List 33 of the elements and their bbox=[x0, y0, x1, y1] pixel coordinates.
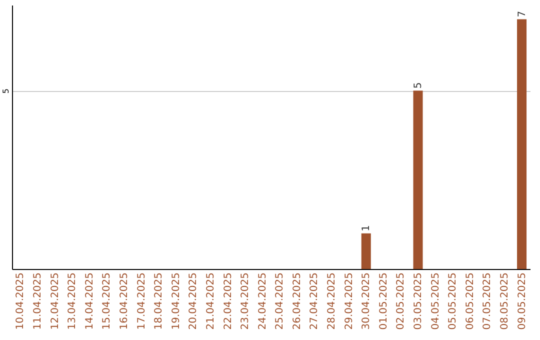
data-label: 5 bbox=[413, 82, 424, 89]
x-tick-label: 14.04.2025 bbox=[84, 272, 96, 330]
x-tick-label: 10.04.2025 bbox=[15, 272, 26, 330]
x-tick-label: 23.04.2025 bbox=[240, 272, 252, 330]
x-tick-label: 09.05.2025 bbox=[516, 272, 528, 330]
x-tick-label: 02.05.2025 bbox=[396, 272, 407, 330]
x-tick-label: 08.05.2025 bbox=[499, 272, 510, 330]
x-tick-label: 25.04.2025 bbox=[274, 272, 286, 330]
x-tick-label: 16.04.2025 bbox=[118, 272, 130, 330]
x-tick-label: 28.04.2025 bbox=[326, 272, 338, 330]
x-tick-label: 26.04.2025 bbox=[292, 272, 303, 330]
x-tick-label: 29.04.2025 bbox=[344, 272, 355, 330]
data-label: 1 bbox=[361, 224, 372, 232]
x-tick-label: 07.05.2025 bbox=[482, 272, 494, 330]
x-tick-label: 13.04.2025 bbox=[67, 272, 78, 330]
x-tick-label: 20.04.2025 bbox=[188, 272, 200, 330]
x-tick-label: 27.04.2025 bbox=[309, 272, 320, 330]
x-tick-label: 01.05.2025 bbox=[378, 272, 390, 330]
x-tick-label: 11.04.2025 bbox=[32, 272, 44, 330]
x-tick-label: 18.04.2025 bbox=[154, 272, 165, 330]
x-tick-label: 21.04.2025 bbox=[205, 272, 216, 330]
x-tick-label: 05.05.2025 bbox=[448, 272, 459, 330]
x-tick-label: 19.04.2025 bbox=[170, 272, 182, 330]
x-tick-label: 30.04.2025 bbox=[361, 272, 372, 330]
x-tick-label: 06.05.2025 bbox=[464, 272, 476, 330]
data-label: 7 bbox=[516, 10, 528, 18]
x-tick-label: 17.04.2025 bbox=[136, 272, 148, 330]
x-tick-label: 24.04.2025 bbox=[257, 272, 268, 330]
x-tick-label: 12.04.2025 bbox=[50, 272, 61, 330]
x-tick-label: 15.04.2025 bbox=[102, 272, 113, 330]
x-tick-label: 04.05.2025 bbox=[430, 272, 442, 330]
x-tick-label: 03.05.2025 bbox=[413, 272, 424, 330]
x-tick-label: 22.04.2025 bbox=[222, 272, 234, 330]
